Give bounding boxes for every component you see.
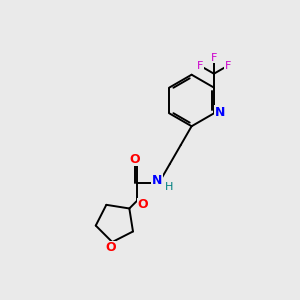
Text: F: F	[211, 53, 217, 63]
Text: N: N	[215, 106, 225, 119]
Text: F: F	[224, 61, 231, 71]
Text: O: O	[138, 198, 148, 211]
Text: O: O	[130, 153, 140, 166]
Text: N: N	[152, 174, 162, 188]
Text: O: O	[105, 242, 116, 254]
Text: F: F	[197, 61, 203, 71]
Text: H: H	[165, 182, 173, 192]
